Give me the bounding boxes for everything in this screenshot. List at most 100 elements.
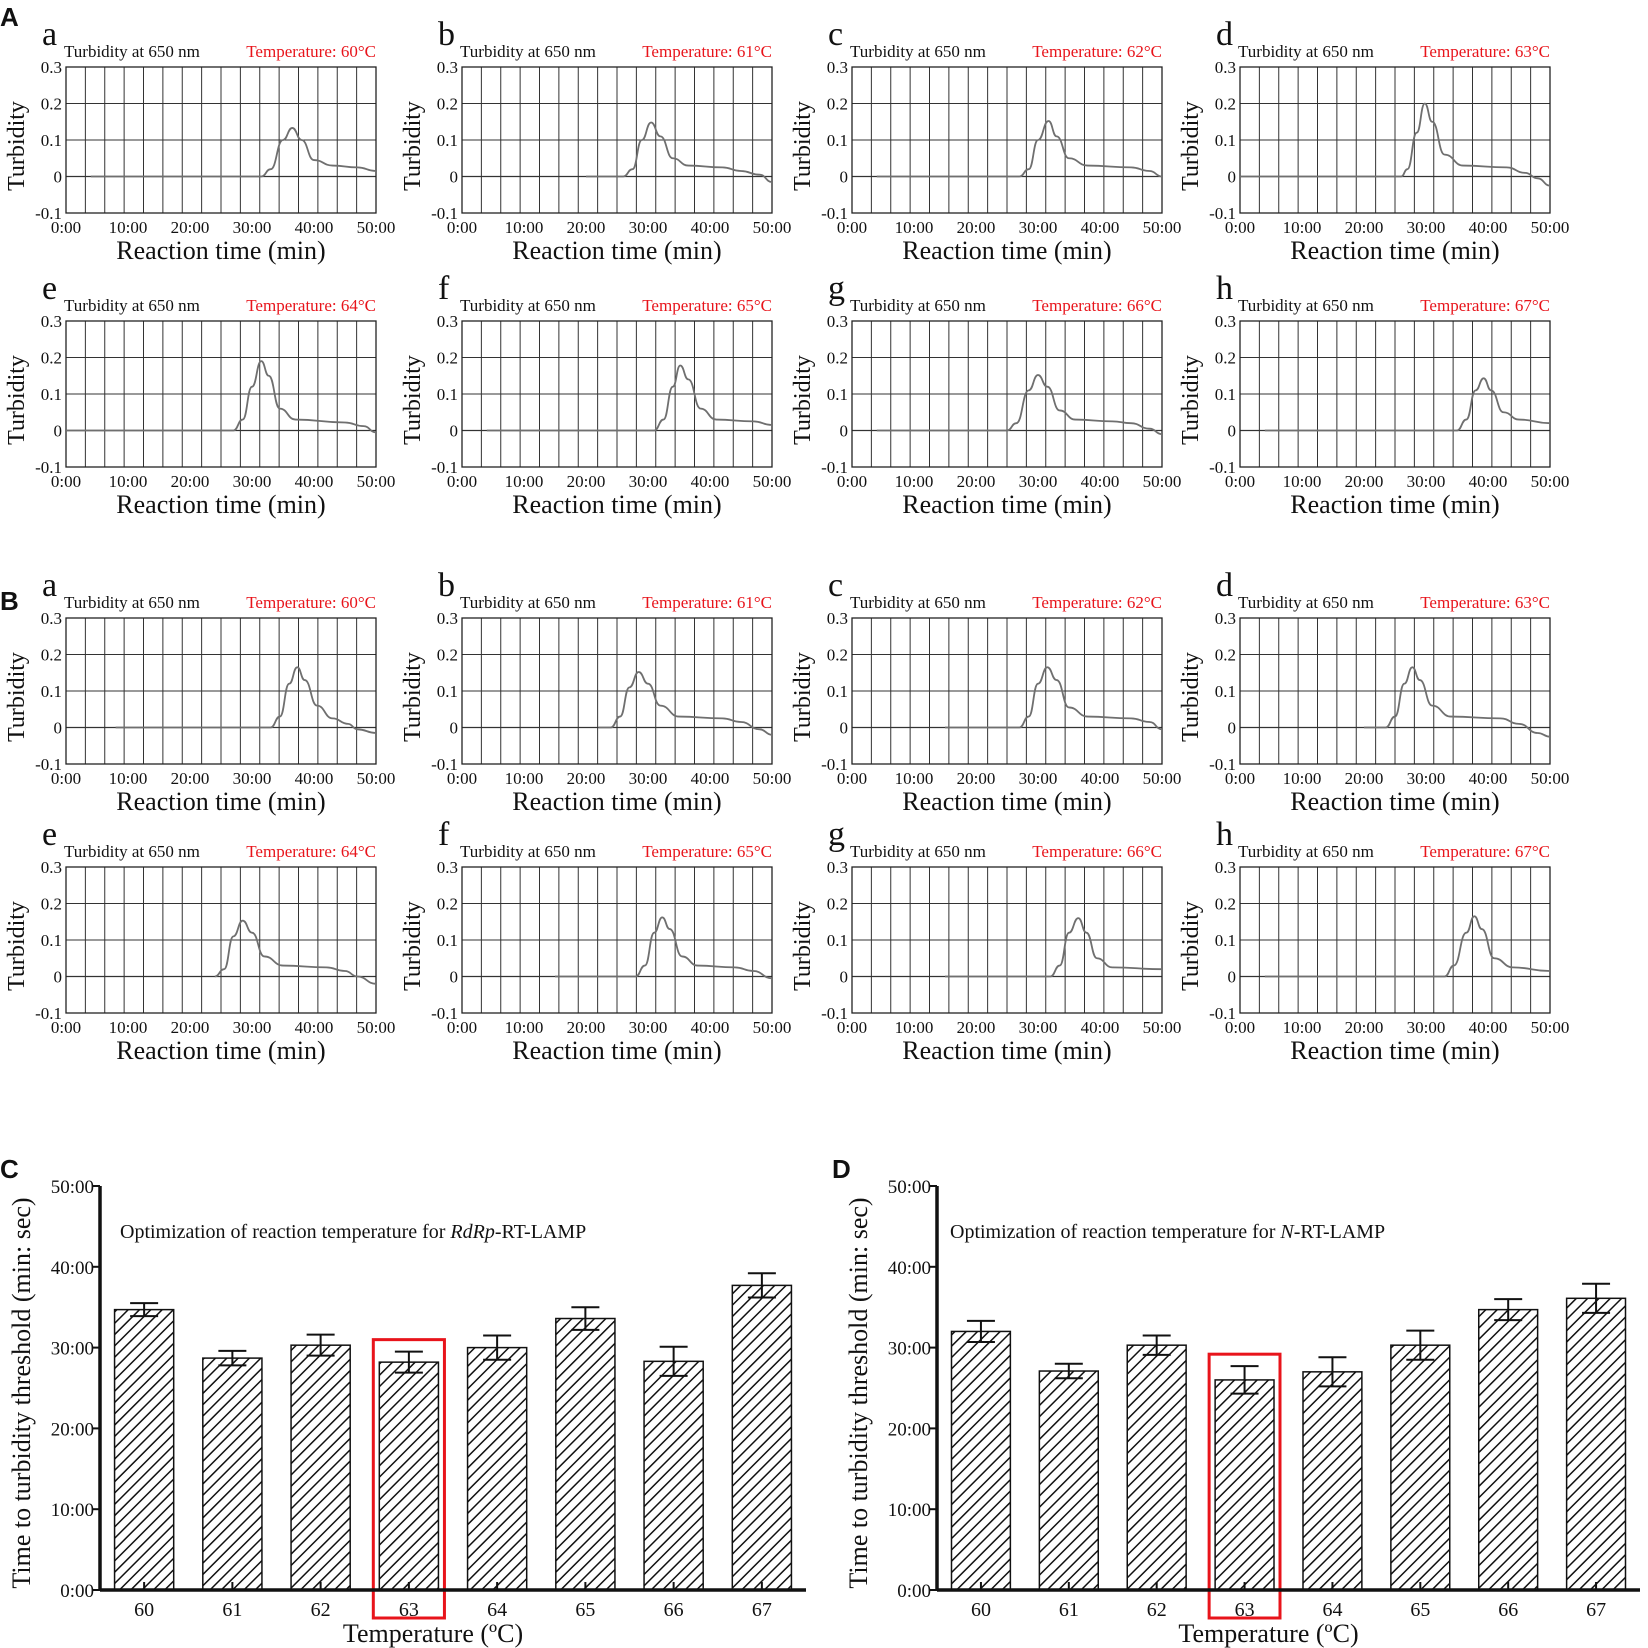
y-tick-label: 0.1	[827, 131, 848, 150]
x-tick-label: 10:00	[109, 472, 148, 491]
x-tick-label: 10:00	[109, 1018, 148, 1037]
y-tick-label: 10:00	[888, 1500, 931, 1521]
turbidity-plot-B-a: 0.3 0.2 0.1 0 -0.10:00 10:00 20:00 30:00 40:00 50…	[4, 567, 395, 816]
y-tick-label: 0	[450, 719, 459, 738]
x-tick-label: 50:00	[1143, 1018, 1182, 1037]
y-tick-label: 0.1	[41, 131, 62, 150]
x-tick-label: 50:00	[1531, 472, 1570, 491]
x-tick-label: 0:00	[837, 218, 867, 237]
title-suffix: -RT-LAMP	[495, 1221, 586, 1243]
x-tick-label: 20:00	[1345, 218, 1384, 237]
y-tick-label: 0.2	[437, 349, 458, 368]
plot-frame	[65, 617, 377, 765]
y-tick-label: 10:00	[51, 1500, 94, 1521]
y-axis-label: Turbidity	[1178, 652, 1204, 742]
x-tick-label: 0:00	[837, 472, 867, 491]
y-tick-label: 0.2	[1215, 895, 1236, 914]
x-tick-label: 30:00	[629, 472, 668, 491]
turbidity-header: Turbidity at 650 nm	[850, 42, 986, 61]
turbidity-plot-A-e: 0.3 0.2 0.1 0 -0.10:00 10:00 20:00 30:00 40:00 50…	[4, 270, 395, 519]
turbidity-plot-A-b: 0.3 0.2 0.1 0 -0.10:00 10:00 20:00 30:00 40:00 50…	[400, 16, 791, 265]
bar	[290, 1344, 351, 1591]
x-tick-label: 10:00	[1283, 472, 1322, 491]
turbidity-curve	[586, 121, 773, 183]
x-tick-label: 10:00	[109, 218, 148, 237]
x-tick-label: 63	[399, 1599, 419, 1621]
x-tick-label: 0:00	[51, 472, 81, 491]
y-tick-label: 20:00	[51, 1419, 94, 1440]
turbidity-plot-B-f: 0.3 0.2 0.1 0 -0.10:00 10:00 20:00 30:00 40:00 50…	[400, 816, 791, 1065]
y-tick-label: 40:00	[51, 1258, 94, 1279]
y-axis-label: Turbidity	[790, 652, 816, 742]
turbidity-curve	[945, 666, 1163, 731]
y-tick-label: 0	[840, 422, 849, 441]
bar	[555, 1317, 616, 1591]
y-tick-label: 0	[54, 168, 63, 187]
y-tick-label: 0.1	[827, 682, 848, 701]
y-tick-label: 0.1	[41, 931, 62, 950]
y-tick-label: 0.3	[437, 58, 458, 77]
turbidity-header: Turbidity at 650 nm	[64, 593, 200, 612]
y-axis-label: Turbidity	[790, 901, 816, 991]
x-tick-label: 10:00	[895, 1018, 934, 1037]
x-tick-label: 40:00	[691, 472, 730, 491]
x-tick-label: 0:00	[447, 1018, 477, 1037]
x-tick-label: 40:00	[1081, 218, 1120, 237]
y-tick-label: 0.2	[437, 895, 458, 914]
y-axis-label: Turbidity	[400, 652, 426, 742]
y-tick-label: 40:00	[888, 1258, 931, 1279]
turbidity-plot-A-f: 0.3 0.2 0.1 0 -0.10:00 10:00 20:00 30:00 40:00 50…	[400, 270, 791, 519]
x-tick-label: 0:00	[447, 218, 477, 237]
x-tick-label: 50:00	[1531, 1018, 1570, 1037]
y-axis-label: Turbidity	[400, 901, 426, 991]
title-suffix: -RT-LAMP	[1294, 1221, 1385, 1243]
turbidity-plot-B-d: 0.3 0.2 0.1 0 -0.10:00 10:00 20:00 30:00 40:00 50…	[1178, 567, 1569, 816]
y-axis-label: Turbidity	[4, 355, 30, 445]
x-tick-label: 0:00	[1225, 769, 1255, 788]
x-tick-label: 50:00	[753, 769, 792, 788]
y-tick-label: 0.3	[437, 312, 458, 331]
bar	[1302, 1371, 1363, 1591]
y-tick-label: 0:00	[60, 1581, 94, 1602]
x-tick-label: 65	[575, 1599, 595, 1621]
y-tick-label: -0.1	[431, 458, 458, 477]
x-tick-label: 61	[1059, 1599, 1079, 1621]
y-tick-label: -0.1	[35, 458, 62, 477]
x-tick-label: 0:00	[837, 1018, 867, 1037]
turbidity-header: Turbidity at 650 nm	[460, 42, 596, 61]
subpanel-letter: d	[1216, 567, 1233, 604]
subpanel-letter: a	[42, 567, 57, 604]
subpanel-letter: h	[1216, 816, 1233, 853]
turbidity-plot-A-a: 0.3 0.2 0.1 0 -0.10:00 10:00 20:00 30:00 40:00 50…	[4, 16, 395, 265]
plot-frame	[851, 866, 1163, 1014]
chart-title: Optimization of reaction temperature for…	[950, 1221, 1385, 1243]
title-italic: RdRp	[449, 1221, 494, 1243]
subpanel-letter: e	[42, 270, 57, 307]
x-tick-label: 40:00	[1081, 769, 1120, 788]
x-tick-label: 67	[752, 1599, 772, 1621]
x-tick-label: 50:00	[357, 218, 396, 237]
y-tick-label: 0.1	[437, 385, 458, 404]
turbidity-curve	[1364, 666, 1551, 738]
x-axis-label: Reaction time (min)	[1290, 787, 1499, 816]
turbidity-curve	[876, 120, 1163, 178]
x-tick-label: 50:00	[753, 1018, 792, 1037]
y-tick-label: 30:00	[888, 1339, 931, 1360]
y-tick-label: -0.1	[1209, 755, 1236, 774]
y-axis-label: Turbidity	[790, 355, 816, 445]
x-tick-label: 0:00	[447, 472, 477, 491]
turbidity-curve	[1264, 377, 1551, 432]
x-tick-label: 20:00	[171, 1018, 210, 1037]
bar	[466, 1346, 528, 1591]
bar	[731, 1284, 793, 1591]
subpanel-letter: b	[438, 16, 455, 53]
x-tick-label: 50:00	[1143, 769, 1182, 788]
y-tick-label: 0.3	[41, 858, 62, 877]
x-tick-label: 66	[664, 1599, 684, 1621]
y-tick-label: 0.1	[1215, 385, 1236, 404]
plot-frame	[461, 866, 773, 1014]
bar	[378, 1361, 440, 1591]
highlight-box	[1207, 1352, 1282, 1620]
x-tick-label: 40:00	[1469, 472, 1508, 491]
chart-title: Optimization of reaction temperature for…	[120, 1221, 586, 1243]
